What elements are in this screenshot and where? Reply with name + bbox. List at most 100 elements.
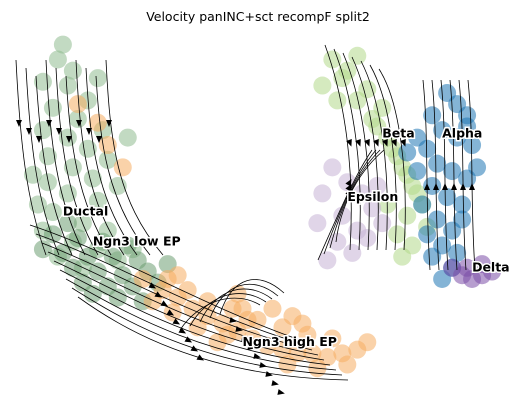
cluster-label-epsilon: Epsilon — [347, 189, 398, 204]
streamline-arrow — [400, 138, 406, 147]
point-alpha — [418, 225, 437, 244]
point-alpha — [423, 106, 442, 125]
streamline-arrow — [364, 138, 370, 147]
cluster-label-ductal: Ductal — [63, 204, 108, 219]
point-beta — [388, 225, 407, 244]
cluster-label-ngn3-low-ep: Ngn3 low EP — [93, 233, 181, 248]
streamline-arrow — [391, 138, 397, 147]
point-beta — [393, 247, 412, 266]
streamline-arrow — [469, 183, 475, 190]
point-beta — [323, 50, 342, 69]
streamline — [324, 44, 352, 251]
point-ngn3-high-ep — [338, 355, 357, 374]
streamline — [15, 59, 47, 256]
streamline-arrow — [96, 136, 102, 143]
streamline-arrow — [345, 178, 352, 187]
streamline-arrow — [346, 138, 352, 147]
streamline-arrow — [271, 380, 279, 386]
point-beta — [393, 158, 412, 177]
point-alpha — [408, 162, 427, 181]
streamline-arrow — [451, 183, 457, 190]
streamline — [41, 242, 313, 351]
streamline — [35, 75, 73, 256]
streamline — [369, 64, 397, 251]
point-epsilon — [318, 251, 337, 270]
streamline-arrow — [16, 120, 22, 127]
streamline — [85, 67, 138, 256]
streamline — [179, 297, 261, 331]
point-ngn3-low-ep — [53, 243, 72, 262]
cluster-label-alpha: Alpha — [442, 126, 482, 141]
streamlines-layer — [15, 44, 476, 395]
point-beta — [328, 91, 347, 110]
streamline — [25, 67, 60, 256]
point-ngn3-high-ep — [188, 318, 207, 337]
point-ductal — [48, 50, 67, 69]
streamline-arrow — [373, 138, 379, 147]
point-ngn3-low-ep — [103, 247, 122, 266]
point-alpha — [428, 154, 447, 173]
point-alpha — [453, 195, 472, 214]
point-beta — [313, 76, 332, 95]
point-ngn3-high-ep — [68, 95, 87, 114]
streamline-arrow — [247, 344, 255, 350]
streamline — [209, 283, 279, 319]
point-ngn3-high-ep — [283, 307, 302, 326]
point-alpha — [438, 188, 457, 207]
streamline — [333, 48, 361, 251]
point-ngn3-high-ep — [178, 281, 197, 300]
streamline — [467, 79, 476, 271]
streamline-arrow — [277, 389, 285, 395]
point-epsilon — [373, 214, 392, 233]
streamline-arrow — [460, 183, 466, 190]
streamline — [335, 149, 385, 243]
streamline-arrow — [166, 309, 175, 316]
streamline — [317, 149, 373, 261]
labels-layer: Ductal Ngn3 low EP Ngn3 high EP Beta Epsilon… — [61, 124, 511, 350]
point-ductal — [83, 169, 102, 188]
streamline-arrow — [46, 120, 52, 127]
point-ngn3-low-ep — [33, 240, 52, 259]
cluster-label-ngn3-high-ep: Ngn3 high EP — [243, 334, 337, 349]
point-alpha — [398, 143, 417, 162]
point-epsilon — [343, 243, 362, 262]
streamline-arrow — [424, 183, 430, 190]
streamline-arrow — [265, 371, 273, 377]
streamline — [440, 79, 449, 271]
streamline-arrow — [382, 138, 388, 147]
streamline-arrow — [148, 282, 157, 289]
point-alpha — [413, 195, 432, 214]
point-ngn3-low-ep — [118, 236, 137, 255]
streamline — [45, 59, 86, 256]
streamline — [29, 224, 301, 341]
streamline-arrow — [433, 183, 439, 190]
point-ngn3-high-ep — [163, 303, 182, 322]
streamline — [189, 293, 267, 327]
point-ngn3-high-ep — [98, 136, 117, 155]
streamline — [351, 56, 379, 251]
streamline — [65, 278, 337, 371]
streamline-arrow — [36, 136, 42, 143]
streamline-arrow — [160, 300, 169, 307]
cluster-label-beta: Beta — [382, 126, 414, 141]
streamline-arrow — [355, 138, 361, 147]
streamline — [71, 287, 343, 376]
streamline-arrow — [178, 327, 187, 334]
point-alpha — [453, 210, 472, 229]
point-alpha — [443, 162, 462, 181]
point-ngn3-high-ep — [113, 158, 132, 177]
streamline — [342, 52, 370, 251]
point-ngn3-low-ep — [63, 258, 82, 277]
point-ngn3-high-ep — [168, 266, 187, 285]
streamline — [47, 251, 319, 356]
point-alpha — [463, 136, 482, 155]
streamline — [55, 67, 99, 256]
point-alpha — [458, 117, 477, 136]
point-alpha — [423, 247, 442, 266]
point-epsilon — [308, 214, 327, 233]
streamline-arrow — [190, 345, 199, 352]
streamline — [431, 79, 440, 271]
point-beta — [358, 80, 377, 99]
streamline-arrow — [196, 354, 205, 361]
